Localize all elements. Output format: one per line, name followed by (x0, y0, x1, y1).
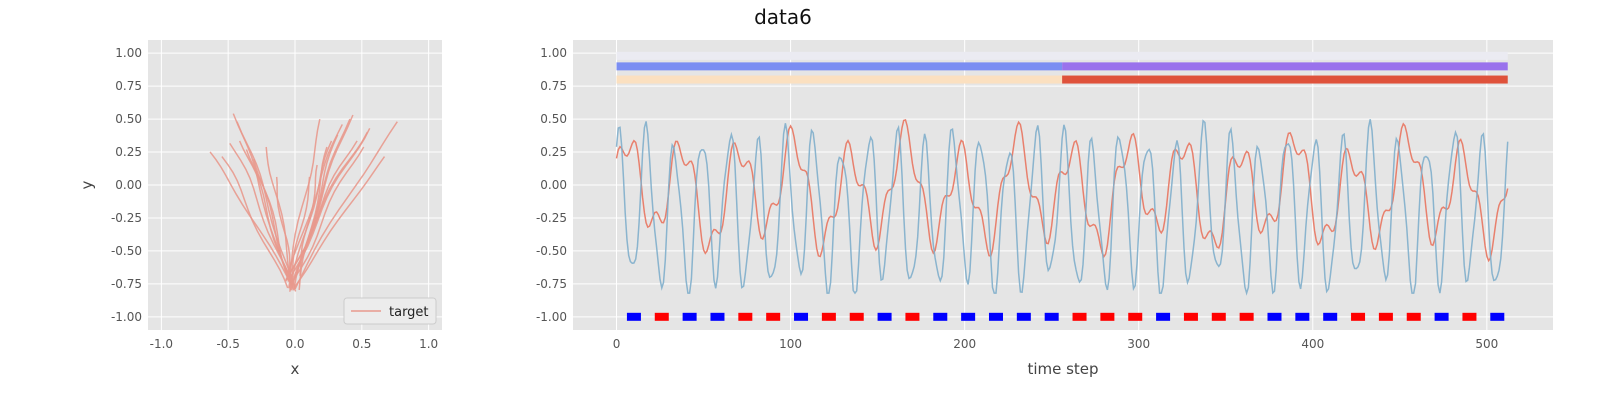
marker (1351, 312, 1366, 321)
marker (933, 312, 948, 321)
marker (1434, 312, 1449, 321)
target-trajectory-line (236, 121, 297, 289)
status-bar-segment (1062, 62, 1508, 71)
target-trajectory-line (287, 127, 371, 282)
left-x-axis-label: x (291, 360, 300, 378)
left-y-tick-label: 0.00 (115, 178, 142, 192)
right-x-tick-label: 0 (613, 337, 621, 351)
target-trajectory-line (290, 140, 333, 286)
series-blue-line (615, 119, 1509, 296)
left-y-tick-label: -0.50 (111, 244, 142, 258)
target-trajectory-line (289, 176, 311, 290)
right-x-tick-label: 100 (779, 337, 802, 351)
marker (1156, 312, 1171, 321)
left-x-tick-label: -1.0 (150, 337, 173, 351)
left-series-target (209, 113, 398, 292)
status-bar-segment (616, 75, 1063, 84)
target-trajectory-line (209, 151, 292, 284)
marker (710, 312, 725, 321)
marker (1016, 312, 1031, 321)
marker (1100, 312, 1115, 321)
legend: target (343, 297, 437, 325)
right-y-tick-label: 0.75 (540, 79, 567, 93)
marker (1128, 312, 1143, 321)
left-x-tick-label: -0.5 (216, 337, 239, 351)
right-x-tick-label: 500 (1475, 337, 1498, 351)
marker (1211, 312, 1226, 321)
target-trajectory-line (245, 149, 297, 292)
right-y-tick-label: 0.00 (540, 178, 567, 192)
right-y-tick-label: 0.25 (540, 145, 567, 159)
right-x-tick-label: 300 (1127, 337, 1150, 351)
marker (1490, 312, 1505, 321)
target-trajectory-line (265, 146, 295, 291)
bottom-markers (626, 312, 1505, 321)
marker (1378, 312, 1393, 321)
top-status-bars (616, 51, 1508, 84)
left-y-tick-label: -0.75 (111, 277, 142, 291)
left-x-tick-label: 0.0 (285, 337, 304, 351)
marker (1462, 312, 1477, 321)
marker (988, 312, 1003, 321)
left-y-tick-label: 0.25 (115, 145, 142, 159)
right-y-tick-label: -0.50 (536, 244, 567, 258)
target-trajectory-line (253, 158, 294, 289)
marker (1406, 312, 1421, 321)
target-trajectory-line (285, 124, 343, 280)
status-bar-segment (1062, 75, 1508, 84)
left-x-tick-label: 0.5 (352, 337, 371, 351)
marker (1239, 312, 1254, 321)
marker (794, 312, 809, 321)
right-plot-panel: 0 100 200 300 400 500 -1.00 -0.75 -0.50 -0.25 0.00… (536, 40, 1553, 378)
right-y-tick-label: -1.00 (536, 310, 567, 324)
marker (1044, 312, 1059, 321)
target-trajectory-line (294, 121, 398, 290)
left-y-tick-label: 0.75 (115, 79, 142, 93)
left-y-tick-label: 1.00 (115, 46, 142, 60)
target-trajectory-line (293, 156, 386, 289)
left-y-tick-label: -1.00 (111, 310, 142, 324)
marker (1072, 312, 1087, 321)
legend-label-target: target (389, 305, 429, 320)
status-bar-segment (616, 62, 1063, 71)
left-grid (148, 40, 442, 330)
marker (1295, 312, 1310, 321)
right-y-tick-label: 0.50 (540, 112, 567, 126)
chart-title: data6 (754, 5, 812, 29)
legend-box (343, 297, 437, 325)
status-bar-segment (616, 51, 1508, 60)
marker (626, 312, 641, 321)
right-y-tick-label: 1.00 (540, 46, 567, 60)
right-y-tick-label: -0.75 (536, 277, 567, 291)
marker (682, 312, 697, 321)
left-y-tick-label: -0.25 (111, 211, 142, 225)
left-x-tick-label: 1.0 (419, 337, 438, 351)
target-trajectory-line (288, 146, 365, 288)
marker (905, 312, 920, 321)
right-x-tick-label: 200 (953, 337, 976, 351)
marker (738, 312, 753, 321)
target-trajectory-line (221, 156, 289, 289)
right-x-axis-label: time step (1027, 360, 1098, 378)
marker (1267, 312, 1282, 321)
marker (849, 312, 864, 321)
target-trajectory-line (288, 118, 321, 289)
marker (766, 312, 781, 321)
right-x-tick-label: 400 (1301, 337, 1324, 351)
left-plot-panel: -1.0 -0.5 0.0 0.5 1.0 -1.00 -0.75 -0.50 -0.25 0.0… (78, 40, 442, 378)
right-tick-labels: 0 100 200 300 400 500 -1.00 -0.75 -0.50 -0.25 0.00… (536, 46, 1498, 351)
marker (1183, 312, 1198, 321)
left-y-axis-label: y (78, 180, 96, 189)
marker (1323, 312, 1338, 321)
left-y-tick-label: 0.50 (115, 112, 142, 126)
marker (961, 312, 976, 321)
marker (877, 312, 892, 321)
marker (821, 312, 836, 321)
marker (654, 312, 669, 321)
right-y-tick-label: -0.25 (536, 211, 567, 225)
left-tick-labels: -1.0 -0.5 0.0 0.5 1.0 -1.00 -0.75 -0.50 -0.25 0.0… (111, 46, 438, 351)
